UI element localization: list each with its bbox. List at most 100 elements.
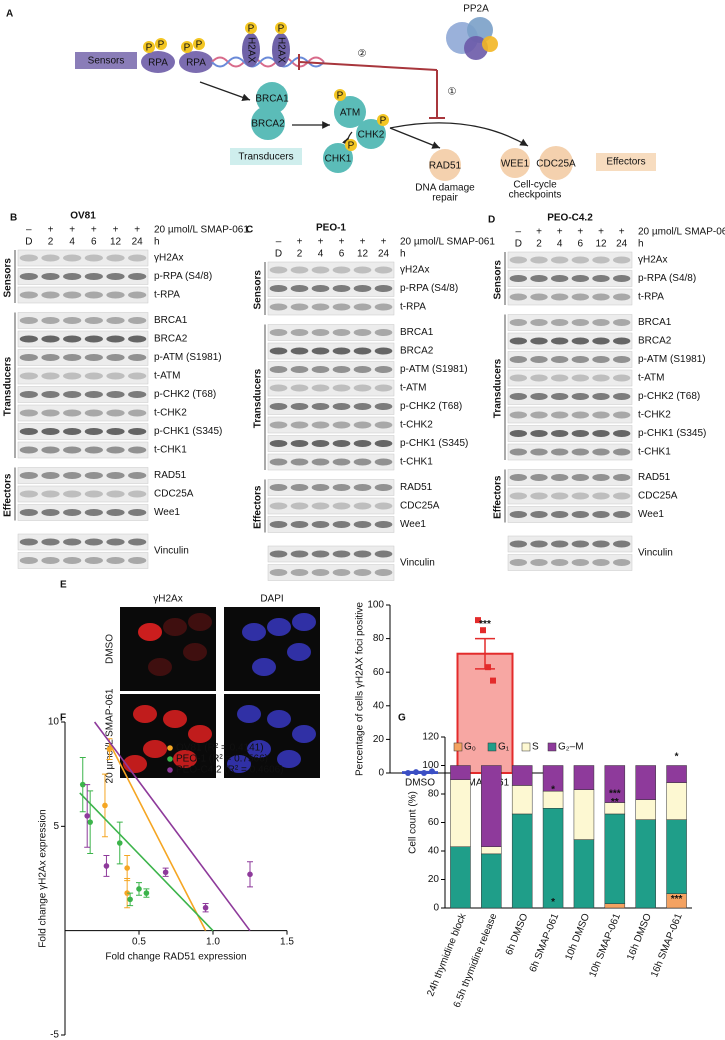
blot-band [332, 550, 351, 558]
blot-band [19, 354, 38, 361]
blot-band [374, 550, 393, 558]
blot-band [84, 317, 103, 324]
blot-band [374, 502, 393, 510]
blot-band [332, 502, 351, 510]
phospho-label: P [380, 116, 387, 127]
blot-band [592, 540, 610, 548]
effect-caption: checkpoints [509, 190, 562, 201]
blot-strip [267, 545, 395, 563]
phospho-site [345, 139, 357, 151]
y-axis-label: Cell count (%) [408, 791, 419, 854]
blot-band [571, 337, 590, 345]
blot-band [592, 430, 610, 437]
blot-band [128, 317, 147, 324]
blot-band [374, 285, 393, 292]
data-point [405, 770, 411, 776]
data-point [127, 896, 133, 903]
protein-node [251, 106, 285, 140]
blot-band [509, 393, 528, 400]
blot-band [106, 291, 125, 299]
blot-band [84, 557, 103, 564]
blot-band [571, 448, 590, 456]
blot-band [41, 538, 60, 546]
blot-band [571, 374, 590, 382]
blot-band [63, 538, 82, 546]
blot-band [311, 484, 330, 491]
dose-sign: + [360, 237, 366, 248]
micrograph [120, 607, 216, 691]
protein-row-label: p-RPA (S4/8) [638, 273, 696, 284]
blot-strip [17, 330, 149, 348]
protein-row-label: t-CHK2 [638, 410, 671, 421]
dose-label: 20 µmol/L SMAP-061 [154, 225, 249, 236]
channel-label: γH2Ax [153, 594, 182, 605]
h2ax-label: H2AX [275, 37, 286, 63]
phospho-site [181, 41, 193, 53]
protein-row-label: BRCA1 [400, 327, 434, 338]
legend-label: S [532, 742, 539, 753]
protein-label: WEE1 [501, 159, 530, 170]
blot-band [290, 329, 309, 336]
bar-segment [450, 779, 471, 847]
blot-band [106, 317, 125, 324]
protein-label: CDC25A [536, 159, 576, 170]
bar-segment [604, 903, 626, 909]
significance: *** [479, 619, 491, 630]
blot-band [19, 391, 38, 398]
blot-band [290, 440, 309, 447]
legend-swatch [453, 742, 463, 752]
blot-band [41, 509, 60, 516]
blot-band [41, 391, 60, 398]
blot-strip [507, 535, 633, 553]
blot-band [550, 319, 569, 326]
blot-strip [267, 298, 395, 316]
protein-label: CHK1 [325, 154, 352, 165]
protein-row-label: t-CHK1 [400, 457, 433, 468]
nucleus [227, 755, 251, 773]
blot-strip [507, 351, 633, 368]
blot-band [530, 430, 548, 437]
lane-label: 6 [91, 237, 97, 248]
blot-band [353, 484, 372, 491]
lane-label: D [275, 249, 282, 260]
blot-band [84, 538, 103, 546]
blot-band [374, 384, 393, 392]
blot-band [290, 458, 309, 466]
blot-band [19, 472, 38, 479]
blot-strip [267, 435, 395, 452]
x-tick-label: 10h SMAP-061 [587, 912, 623, 979]
blot-band [509, 337, 528, 345]
significance: * [551, 784, 555, 795]
condition-label: 20 µmol/L SMAP-061 [105, 688, 116, 783]
blot-band [41, 291, 60, 299]
blot-band [332, 384, 351, 392]
step-label: ② [358, 49, 367, 60]
blot-band [269, 484, 288, 491]
protein-row-label: t-RPA [638, 292, 664, 303]
blot-band [571, 393, 590, 400]
blot-band [332, 303, 351, 311]
blot-band [290, 569, 309, 576]
protein-row-label: t-RPA [400, 302, 426, 313]
data-point [480, 627, 486, 634]
arrow [199, 81, 251, 102]
blot-band [571, 492, 590, 500]
blot-band [311, 285, 330, 292]
blot-band [530, 492, 548, 500]
blot-band [106, 372, 125, 380]
blot-band [63, 557, 82, 564]
blot-strip [17, 268, 149, 285]
nucleus [292, 725, 316, 743]
blot-band [311, 421, 330, 429]
data-point [162, 869, 169, 876]
protein-row-label: BRCA1 [154, 315, 188, 326]
blot-band [41, 557, 60, 564]
y-tick-label: 60 [373, 667, 385, 678]
blot-band [550, 492, 569, 500]
phospho-site [245, 22, 257, 34]
blot-band [41, 317, 60, 324]
group-label: Transducers [3, 356, 14, 416]
lane-label: 12 [595, 239, 607, 250]
protein-row-label: t-CHK1 [154, 445, 187, 456]
